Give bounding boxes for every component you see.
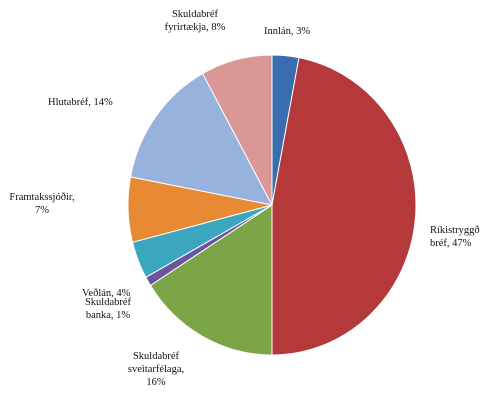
- slice-label-line: Skuldabréf: [133, 351, 180, 362]
- slice-label-line: banka, 1%: [86, 310, 131, 321]
- pie-slices: [127, 54, 417, 356]
- slice-label-line: Veðlán, 4%: [82, 288, 131, 299]
- pie-labels: Innlán, 3% Ríkistryggð bréf, 47% Skuldabréf…: [9, 9, 479, 388]
- slice-label-line: Framtakssjóðir,: [9, 192, 74, 203]
- slice-label-line: sveitarfélaga,: [128, 364, 184, 375]
- slice-label-line: 16%: [146, 377, 166, 388]
- slice-label-line: 7%: [35, 205, 49, 216]
- slice-label-5: Veðlán, 4%: [82, 288, 131, 299]
- slice-label-line: Skuldabréf: [85, 297, 132, 308]
- slice-label-1: Innlán, 3%: [264, 26, 310, 37]
- pie-slice-8: [201, 54, 273, 206]
- slice-label-line: bréf, 47%: [430, 238, 472, 249]
- pie-slice-2: [271, 57, 417, 356]
- slice-label-line: fyrirtækja, 8%: [165, 22, 226, 33]
- slice-label-line: Skuldabréf: [172, 9, 219, 20]
- pie-slice-3: [149, 204, 273, 356]
- slice-label-line: Innlán, 3%: [264, 26, 310, 37]
- slice-label-6: Framtakssjóðir, 7%: [9, 192, 74, 216]
- slice-label-7: Hlutabréf, 14%: [48, 97, 113, 108]
- slice-label-line: Hlutabréf, 14%: [48, 97, 113, 108]
- pie-slice-7: [129, 72, 273, 206]
- slice-label-8: Skuldabréf fyrirtækja, 8%: [165, 9, 226, 33]
- slice-label-3: Skuldabréf sveitarfélaga, 16%: [128, 351, 184, 388]
- slice-label-4: Skuldabréf banka, 1%: [85, 297, 132, 321]
- slice-label-2: Ríkistryggð bréf, 47%: [430, 225, 480, 249]
- slice-label-line: Ríkistryggð: [430, 225, 480, 236]
